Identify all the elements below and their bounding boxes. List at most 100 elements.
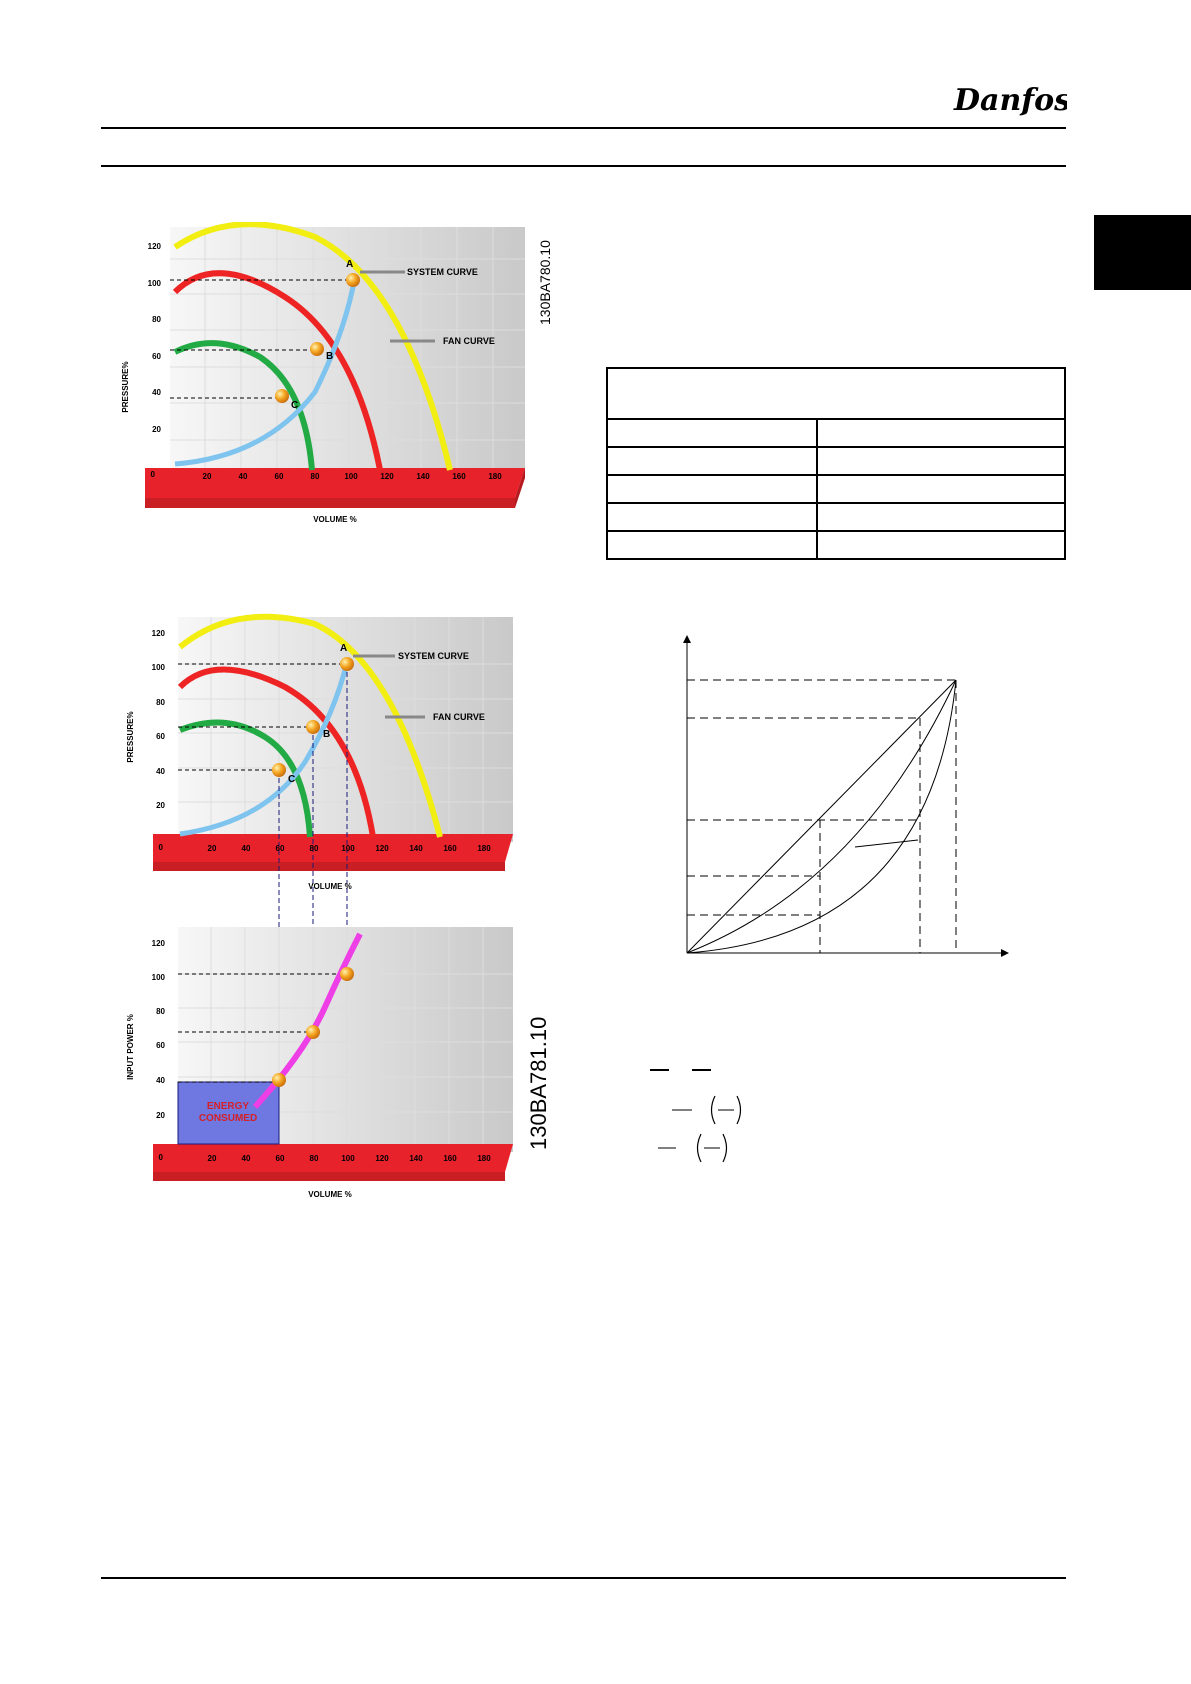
formula-2 bbox=[670, 1092, 745, 1133]
svg-text:20: 20 bbox=[203, 472, 212, 481]
formula-3-glyph bbox=[658, 1133, 728, 1163]
danfoss-logo-icon: Danfoss bbox=[953, 83, 1088, 118]
chapter-tab bbox=[1094, 215, 1191, 290]
svg-text:120: 120 bbox=[375, 1154, 389, 1163]
svg-text:0: 0 bbox=[159, 1153, 164, 1162]
svg-text:80: 80 bbox=[310, 844, 319, 853]
affinity-diagram bbox=[680, 635, 1010, 960]
formula-fraction-bar bbox=[692, 1069, 711, 1071]
top-fan-curve-80 bbox=[177, 666, 376, 838]
svg-text:40: 40 bbox=[242, 844, 251, 853]
danfoss-logo: Danfoss bbox=[952, 80, 1088, 120]
point-b-marker bbox=[310, 342, 324, 356]
svg-text:60: 60 bbox=[276, 1154, 285, 1163]
fan-curve-chart: A B C SYSTEM CURVE FAN CURVE 120 100 80 … bbox=[121, 222, 525, 524]
svg-text:100: 100 bbox=[344, 472, 358, 481]
table-row bbox=[606, 446, 1066, 476]
point-c-marker bbox=[275, 389, 289, 403]
curves bbox=[686, 679, 957, 954]
table-row bbox=[606, 530, 1066, 560]
svg-text:160: 160 bbox=[452, 472, 466, 481]
top-system-curve bbox=[179, 661, 350, 837]
top-fan-curve-callout: FAN CURVE bbox=[433, 712, 485, 722]
top-chart-base bbox=[153, 834, 513, 862]
data-table bbox=[606, 367, 1066, 560]
svg-text:100: 100 bbox=[341, 844, 355, 853]
svg-text:160: 160 bbox=[443, 1154, 457, 1163]
svg-text:0: 0 bbox=[159, 843, 164, 852]
svg-text:120: 120 bbox=[148, 242, 162, 251]
svg-text:20: 20 bbox=[152, 425, 161, 434]
danfoss-logo-text: Danfoss bbox=[953, 83, 1067, 118]
cubic-curve bbox=[686, 679, 957, 954]
energy-label-line2: CONSUMED bbox=[199, 1113, 257, 1124]
svg-text:60: 60 bbox=[275, 472, 284, 481]
top-fan-curve-100 bbox=[178, 613, 443, 838]
table-row bbox=[606, 502, 1066, 532]
dashed-guides bbox=[687, 679, 957, 953]
quadratic-curve bbox=[686, 679, 957, 954]
svg-text:100: 100 bbox=[341, 1154, 355, 1163]
svg-text:120: 120 bbox=[380, 472, 394, 481]
svg-text:100: 100 bbox=[152, 663, 166, 672]
svg-text:40: 40 bbox=[239, 472, 248, 481]
top-system-curve-callout: SYSTEM CURVE bbox=[398, 651, 469, 661]
table-row bbox=[606, 418, 1066, 448]
point-b-label: B bbox=[326, 351, 333, 362]
svg-text:80: 80 bbox=[310, 1154, 319, 1163]
figure-code-2: 130BA781.10 bbox=[526, 1016, 551, 1150]
svg-text:60: 60 bbox=[156, 732, 165, 741]
svg-text:40: 40 bbox=[152, 388, 161, 397]
formula-3 bbox=[656, 1130, 731, 1171]
svg-text:60: 60 bbox=[152, 352, 161, 361]
fan-curve-100 bbox=[173, 222, 453, 471]
bottom-y-axis-label: INPUT POWER % bbox=[126, 1014, 135, 1080]
fan-curve-callout: FAN CURVE bbox=[443, 336, 495, 346]
affinity-curves-diagram bbox=[683, 635, 1009, 957]
energy-consumed-area bbox=[177, 1081, 280, 1145]
svg-text:20: 20 bbox=[208, 1154, 217, 1163]
svg-text:160: 160 bbox=[443, 844, 457, 853]
header-rule-bottom bbox=[101, 165, 1066, 167]
top-x-axis-label: VOLUME % bbox=[308, 882, 352, 891]
y-tick-labels: 120 100 80 60 40 20 0 bbox=[148, 242, 162, 479]
svg-text:20: 20 bbox=[156, 1111, 165, 1120]
svg-text:180: 180 bbox=[477, 1154, 491, 1163]
point-a-marker bbox=[346, 273, 360, 287]
top-point-c-label: C bbox=[288, 774, 295, 785]
svg-text:40: 40 bbox=[242, 1154, 251, 1163]
figure-energy-savings: A B C SYSTEM CURVE FAN CURVE 120 100 80 … bbox=[115, 612, 525, 1202]
guide-lines bbox=[170, 279, 353, 399]
svg-text:60: 60 bbox=[276, 844, 285, 853]
header-rule-top bbox=[101, 127, 1066, 129]
figure-fan-curves: A B C SYSTEM CURVE FAN CURVE 120 100 80 … bbox=[115, 222, 535, 527]
table-row bbox=[606, 474, 1066, 504]
x-axis-label: VOLUME % bbox=[313, 515, 357, 524]
linear-curve bbox=[686, 679, 957, 954]
system-curve-callout: SYSTEM CURVE bbox=[407, 267, 478, 277]
svg-text:140: 140 bbox=[409, 1154, 423, 1163]
energy-label-line1: ENERGY bbox=[207, 1101, 250, 1112]
svg-text:80: 80 bbox=[311, 472, 320, 481]
fan-curve-80 bbox=[172, 270, 383, 471]
point-a-label: A bbox=[346, 259, 353, 270]
svg-text:120: 120 bbox=[152, 629, 166, 638]
svg-text:180: 180 bbox=[488, 472, 502, 481]
svg-text:80: 80 bbox=[156, 698, 165, 707]
svg-text:120: 120 bbox=[152, 939, 166, 948]
top-fan-curve-60 bbox=[178, 719, 313, 838]
svg-text:80: 80 bbox=[156, 1007, 165, 1016]
fan-curve-60 bbox=[173, 340, 315, 471]
top-y-axis-label: PRESSURE% bbox=[126, 711, 135, 762]
top-point-b-label: B bbox=[323, 729, 330, 740]
plot-background bbox=[170, 227, 525, 477]
svg-text:40: 40 bbox=[156, 1076, 165, 1085]
leader-line bbox=[854, 839, 919, 848]
svg-text:100: 100 bbox=[148, 279, 162, 288]
bottom-chart-base bbox=[153, 1144, 513, 1172]
svg-text:20: 20 bbox=[208, 844, 217, 853]
table-header-row bbox=[606, 367, 1066, 420]
top-plot-background bbox=[178, 617, 513, 842]
svg-text:0: 0 bbox=[151, 470, 156, 479]
figure-code-1: 130BA780.10 bbox=[537, 240, 553, 325]
